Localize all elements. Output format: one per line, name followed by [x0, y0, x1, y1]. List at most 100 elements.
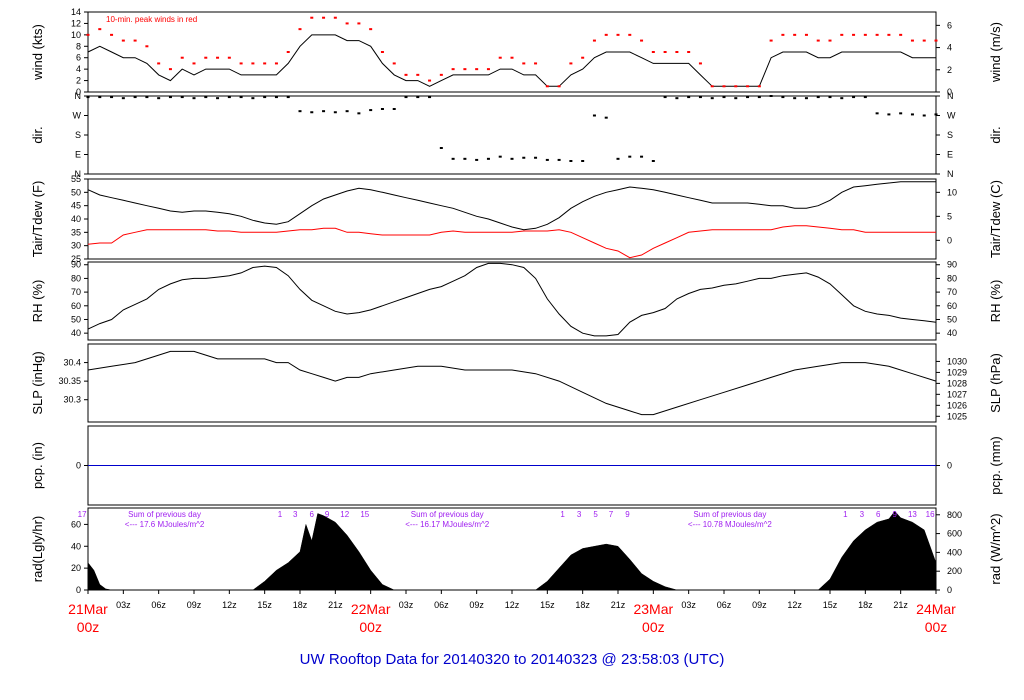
dir-ytick-label-left: W [73, 111, 82, 121]
wind-ytick-label-left: 8 [76, 41, 81, 51]
dir-point-direction [428, 96, 432, 99]
rad-hour-label: 5 [593, 510, 598, 519]
wind-point-peak [769, 39, 773, 42]
wind-ytick-label-left: 10 [71, 30, 81, 40]
dir-point-direction [663, 96, 667, 99]
dir-point-direction [922, 114, 926, 117]
temp-ylabel-right: Tair/Tdew (C) [988, 180, 1003, 258]
wind-point-peak [687, 51, 691, 53]
xday-label: 21Mar [68, 601, 108, 617]
rh-ytick-label-left: 70 [71, 287, 81, 297]
xday-time-label: 00z [925, 619, 948, 635]
wind-point-peak [380, 51, 384, 53]
wind-point-peak [322, 16, 326, 19]
temp-ytick-label-left: 35 [71, 227, 81, 237]
dir-ytick-label-left: E [75, 150, 81, 160]
pcp-ylabel-left: pcp. (in) [30, 442, 45, 489]
rad-ytick-label-left: 20 [71, 563, 81, 573]
xday-label: 24Mar [916, 601, 956, 617]
xtick-label: 03z [116, 600, 131, 610]
dir-point-direction [604, 116, 608, 119]
dir-point-direction [757, 96, 761, 99]
wind-point-peak [534, 62, 538, 65]
wind-point-peak [910, 39, 914, 42]
wind-point-peak [557, 85, 561, 88]
dir-point-direction [910, 113, 914, 116]
wind-point-peak [345, 22, 349, 25]
pcp-ylabel-right: pcp. (mm) [988, 436, 1003, 495]
dir-point-direction [534, 156, 538, 159]
xtick-label: 06z [717, 600, 732, 610]
day-sum-title: Sum of previous day [128, 510, 201, 519]
wind-point-peak [404, 73, 408, 76]
wind-ytick-label-left: 14 [71, 7, 81, 17]
slp-ytick-label-left: 30.3 [63, 395, 81, 405]
dir-point-direction [263, 96, 267, 99]
rad-ytick-label-right: 600 [947, 529, 962, 539]
wind-point-peak [392, 62, 396, 65]
wind-point-peak [710, 85, 714, 88]
rad-hour-label: 1 [843, 510, 848, 519]
wind-ytick-label-right: 2 [947, 65, 952, 75]
temp-ylabel-left: Tair/Tdew (F) [30, 181, 45, 258]
wind-point-peak [722, 85, 726, 88]
xday-label: 22Mar [351, 601, 391, 617]
rad-hour-label: 3 [293, 510, 298, 519]
rad-hour-label: 3 [577, 510, 582, 519]
temp-ytick-label-left: 55 [71, 174, 81, 184]
dir-ytick-label-right: W [947, 111, 956, 121]
xtick-label: 15z [823, 600, 838, 610]
xtick-label: 21z [611, 600, 626, 610]
xtick-label: 21z [328, 600, 343, 610]
rad-hour-label: 9 [893, 510, 898, 519]
wind-point-peak [216, 56, 220, 59]
wind-point-peak [698, 62, 702, 65]
wind-point-peak [663, 51, 667, 53]
dir-point-direction [310, 111, 314, 114]
dir-point-direction [804, 97, 808, 100]
xtick-label: 06z [151, 600, 166, 610]
rad-hour-label: 9 [325, 510, 330, 519]
slp-ytick-label-left: 30.4 [63, 358, 81, 368]
rh-ytick-label-right: 90 [947, 260, 957, 270]
wind-point-peak [121, 39, 125, 42]
wind-point-peak [239, 62, 243, 65]
wind-point-peak [804, 33, 808, 36]
rh-ytick-label-right: 70 [947, 287, 957, 297]
slp-ylabel-left: SLP (inHg) [30, 351, 45, 414]
xtick-label: 18z [293, 600, 308, 610]
temp-series-Tdew [87, 225, 936, 259]
dir-point-direction [816, 96, 820, 99]
wind-point-peak [828, 39, 832, 42]
dir-point-direction [651, 160, 655, 162]
rh-ytick-label-right: 60 [947, 301, 957, 311]
dir-point-direction [498, 155, 502, 158]
dir-point-direction [98, 96, 102, 99]
rad-hour-label: 6 [310, 510, 315, 519]
temp-ytick-label-right: 0 [947, 235, 952, 245]
dir-point-direction [675, 97, 679, 100]
dir-point-direction [616, 157, 620, 160]
rad-ytick-label-right: 400 [947, 547, 962, 557]
slp-ytick-label-right: 1026 [947, 400, 967, 410]
rad-ytick-label-right: 0 [947, 585, 952, 595]
wind-point-peak [274, 62, 278, 65]
wind-point-peak [451, 68, 455, 71]
wind-ylabel-right: wind (m/s) [988, 22, 1003, 83]
wind-annotation: 10-min. peak winds in red [106, 15, 197, 24]
wind-point-peak [475, 68, 479, 71]
slp-series-SLP [87, 350, 937, 416]
temp-frame [87, 178, 937, 260]
dir-point-direction [522, 156, 526, 159]
wind-point-peak [922, 39, 926, 42]
wind-point-peak [628, 33, 632, 36]
dir-point-direction [510, 157, 514, 160]
dir-point-direction [168, 96, 172, 99]
xtick-label: 18z [858, 600, 873, 610]
slp-ytick-label-left: 30.35 [58, 376, 81, 386]
dir-point-direction [121, 97, 125, 100]
xtick-label: 12z [787, 600, 802, 610]
dir-point-direction [286, 96, 290, 99]
slp-frame [87, 343, 937, 423]
rad-ytick-label-left: 60 [71, 519, 81, 529]
